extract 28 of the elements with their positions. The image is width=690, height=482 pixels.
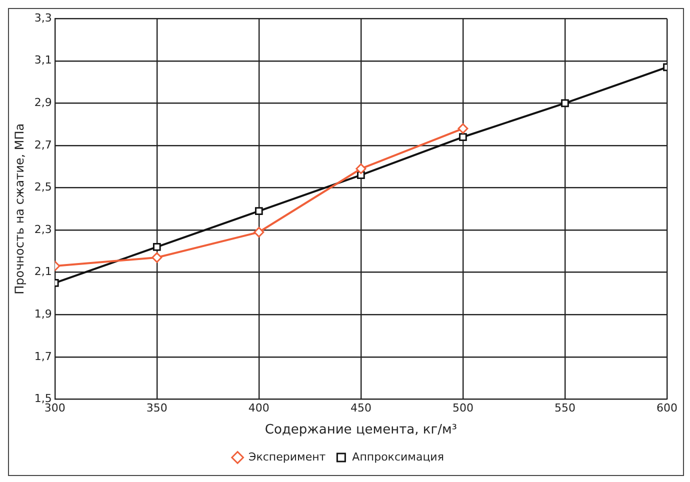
point — [254, 207, 263, 215]
y-tick-label: 1,9 — [34, 307, 52, 320]
y-tick-label: 3,3 — [34, 11, 52, 24]
y-tick-label: 2,7 — [34, 138, 52, 152]
y-tick-label: 1,7 — [34, 350, 52, 363]
legend-label: Эксперимент — [248, 450, 326, 464]
x-tick-label: 500 — [452, 402, 474, 415]
y-axis-title: Прочность на сжатие, МПа — [12, 123, 26, 294]
y-tick-label: 2,5 — [34, 180, 52, 194]
y-tick-label: 3,1 — [34, 54, 52, 67]
y-tick-label: 2,9 — [34, 96, 52, 110]
y-tick-label: 2,1 — [34, 265, 52, 278]
x-tick-label: 350 — [146, 402, 168, 415]
x-axis-title: Содержание цемента, кг/м³ — [264, 422, 457, 438]
point — [254, 226, 264, 238]
point — [459, 133, 467, 141]
point — [458, 123, 468, 134]
x-tick-label: 400 — [248, 402, 270, 415]
point — [356, 163, 366, 174]
point — [561, 99, 569, 108]
point — [152, 252, 162, 263]
y-tick-label: 2,3 — [34, 222, 52, 236]
legend-label: Аппроксимация — [352, 450, 444, 464]
x-tick-label: 450 — [350, 402, 372, 415]
point — [152, 243, 161, 251]
x-tick-label: 600 — [656, 402, 678, 415]
x-tick-label: 550 — [554, 402, 576, 415]
x-tick-label: 300 — [44, 402, 66, 415]
